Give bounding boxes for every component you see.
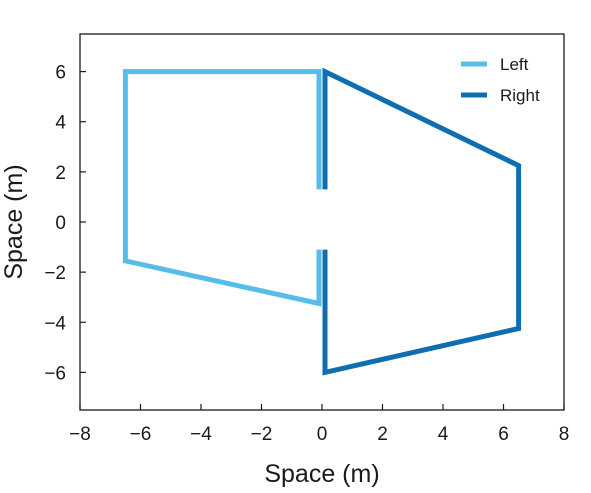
y-tick-label: −6 <box>44 363 66 384</box>
y-axis-ticks: −6 −4 −2 0 2 4 6 <box>44 63 86 384</box>
y-tick-label: 0 <box>55 213 66 234</box>
series-line-right <box>322 67 522 376</box>
series-layer <box>122 67 522 376</box>
x-tick-label: −8 <box>69 424 91 445</box>
y-tick-label: 4 <box>55 113 66 134</box>
legend-label-left: Left <box>500 55 529 74</box>
x-tick-label: 8 <box>559 424 570 445</box>
x-tick-label: −4 <box>190 424 212 445</box>
x-tick-label: −6 <box>130 424 152 445</box>
x-tick-label: −2 <box>251 424 273 445</box>
x-axis-ticks: −8 −6 −4 −2 0 2 4 6 8 <box>69 404 569 445</box>
plot-frame <box>79 33 565 411</box>
x-tick-label: 4 <box>438 424 449 445</box>
x-tick-label: 0 <box>317 424 328 445</box>
series-line-left <box>122 69 322 307</box>
x-tick-label: 2 <box>377 424 388 445</box>
legend: Left Right <box>461 55 540 105</box>
legend-label-right: Right <box>500 86 540 105</box>
y-tick-label: 2 <box>55 163 66 184</box>
y-tick-label: −4 <box>44 313 66 334</box>
y-axis-title: Space (m) <box>0 164 28 279</box>
x-axis-title: Space (m) <box>264 460 379 488</box>
x-tick-label: 6 <box>498 424 509 445</box>
y-tick-label: −2 <box>44 263 66 284</box>
y-tick-label: 6 <box>55 63 66 84</box>
